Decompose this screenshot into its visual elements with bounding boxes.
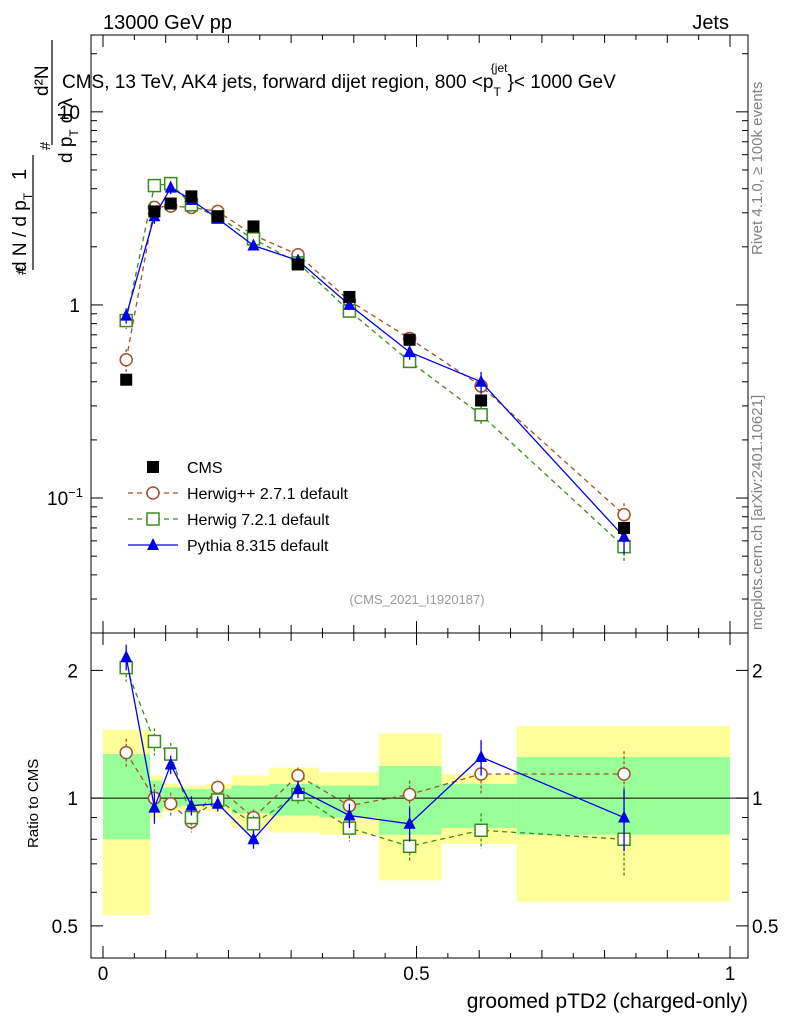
point-pythia: [343, 297, 356, 310]
main-ylabel: d N / d pT 1 # d pTd λ d²N #: [9, 40, 81, 275]
point-cms: [343, 290, 356, 303]
ylabel-dp: d pTd λ: [56, 97, 81, 163]
ratio-point-herwigpp: [617, 767, 631, 781]
x-tick-label: 1: [725, 964, 736, 985]
ratio-point-pythia: [475, 750, 488, 763]
ratio-ylabel: Ratio to CMS: [25, 759, 42, 848]
ratio-point-herwigpp: [402, 787, 417, 802]
legend-label-pythia: Pythia 8.315 default: [187, 538, 329, 555]
main-ytick-label: 10: [59, 103, 80, 124]
ratio-series: [119, 644, 631, 878]
main-ytick-label: 10−1: [47, 485, 83, 510]
ratio-point-pythia: [291, 782, 304, 795]
point-cms: [247, 220, 260, 233]
inner-band-3: [181, 789, 207, 806]
ratio-point-pythia: [148, 800, 161, 813]
point-cms: [211, 210, 224, 223]
mcplots-label: mcplots.cern.ch [arXiv:2401.10621]: [749, 395, 766, 630]
ylabel-den: d N / d pT: [10, 192, 35, 272]
ratio-point-herwig7: [402, 839, 417, 854]
ylabel-hash-1: #: [13, 266, 30, 275]
legend: CMS Herwig++ 2.7.1 default Herwig 7.2.1 de…: [128, 460, 349, 555]
ratio-ytick-label: 1: [67, 789, 78, 810]
inner-band-5: [231, 785, 270, 814]
ratio-point-pythia: [164, 757, 177, 770]
inner-band-9: [441, 783, 517, 829]
ratio-point-pythia: [403, 816, 416, 829]
header-right: Jets: [692, 12, 729, 34]
rivet-label: Rivet 4.1.0, ≥ 100k events: [749, 82, 766, 255]
legend-label-herwig7: Herwig 7.2.1 default: [187, 512, 330, 529]
ratio-point-pythia: [211, 796, 224, 809]
point-cms: [403, 333, 416, 346]
ratio-frame: [90, 632, 749, 959]
point-cms: [185, 190, 198, 203]
ratio-point-herwigpp: [163, 796, 178, 811]
ratio-ytick-label: 0.5: [52, 917, 78, 938]
header-left: 13000 GeV pp: [103, 12, 232, 34]
legend-marker-cms: [147, 461, 159, 473]
point-herwig7: [474, 407, 488, 422]
point-pythia: [164, 180, 177, 193]
point-cms: [291, 258, 304, 271]
x-axis-label: groomed pTD2 (charged-only): [467, 990, 748, 1013]
point-pythia: [247, 238, 260, 251]
point-pythia: [403, 345, 416, 358]
legend-marker-pythia: [147, 538, 159, 550]
ylabel-num-one: 1: [9, 169, 31, 180]
ratio-point-herwigpp: [119, 745, 133, 760]
chart-title: CMS, 13 TeV, AK4 jets, forward dijet reg…: [62, 61, 616, 99]
title-sub: T: [493, 85, 501, 99]
ratio-point-herwigpp: [291, 768, 305, 783]
ratio-point-herwig7: [246, 817, 261, 831]
point-cms: [164, 197, 177, 210]
legend-marker-herwigpp: [146, 486, 160, 500]
ratio-ytick-label: 2: [67, 661, 78, 682]
point-cms: [148, 205, 161, 218]
legend-marker-herwig7: [146, 512, 160, 526]
point-herwig7: [147, 178, 162, 193]
legend-label-cms: CMS: [187, 460, 223, 477]
point-cms: [120, 373, 133, 386]
ratio-point-pythia: [185, 798, 198, 811]
title-prefix: CMS, 13 TeV, AK4 jets, forward dijet reg…: [62, 72, 493, 93]
ratio-point-herwig7: [474, 823, 488, 838]
point-herwigpp: [617, 507, 631, 522]
ratio-point-herwig7: [147, 734, 162, 749]
ylabel-hash-2: #: [37, 141, 54, 150]
watermark: (CMS_2021_I1920187): [349, 592, 484, 607]
point-herwigpp: [119, 353, 133, 367]
main-ytick-label: 1: [69, 296, 80, 317]
main-series: [119, 176, 631, 564]
inner-band-0: [103, 754, 151, 840]
point-pythia: [618, 529, 631, 542]
ratio-ytick-label-right: 0.5: [752, 917, 778, 938]
point-pythia: [475, 374, 488, 387]
ratio-point-pythia: [343, 808, 356, 821]
x-tick-label: 0.5: [403, 964, 429, 985]
ratio-point-pythia: [618, 810, 631, 823]
ratio-point-pythia: [120, 650, 133, 663]
ratio-point-pythia: [247, 832, 260, 845]
point-cms: [475, 394, 488, 407]
ratio-ytick-label-right: 1: [752, 789, 763, 810]
title-suffix: }< 1000 GeV: [507, 72, 616, 93]
ratio-axes: 0 0.5 1 0.5 0.5 1 1 2 2: [52, 632, 778, 985]
x-tick-label: 0: [98, 964, 109, 985]
title-sup: {jet: [491, 61, 508, 75]
legend-label-herwigpp: Herwig++ 2.7.1 default: [187, 486, 349, 503]
ratio-ytick-label-right: 2: [752, 661, 763, 682]
series-line-pythia: [125, 186, 625, 538]
ratio-point-herwigpp: [210, 780, 225, 795]
point-pythia: [120, 308, 133, 321]
ylabel-d2n: d²N: [32, 65, 53, 96]
point-cms: [618, 521, 631, 534]
